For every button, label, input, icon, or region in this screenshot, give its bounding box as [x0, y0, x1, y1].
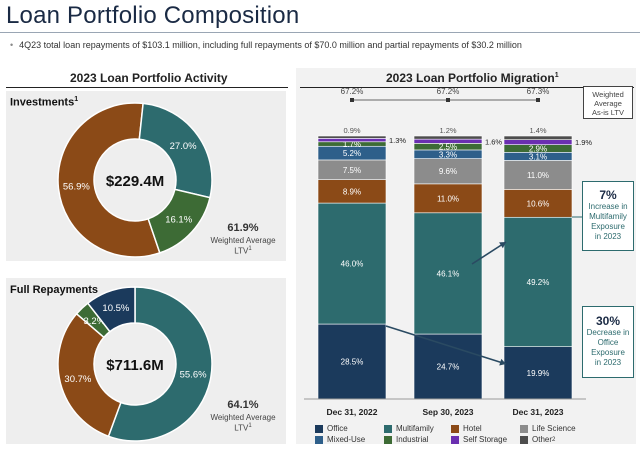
ltv-key-line-1: Weighted: [592, 90, 624, 99]
bar-label-multifamily: 46.0%: [341, 260, 364, 269]
bar-label-life-science: 9.6%: [439, 167, 457, 176]
bar-label-other: 0.9%: [343, 126, 360, 135]
bar-label-industrial: 2.5%: [439, 143, 457, 152]
bar-label-self-storage: 1.9%: [575, 138, 592, 147]
ltv-value-label: 67.2%: [437, 87, 460, 96]
bar-segment-other: [414, 136, 482, 139]
investments-ltv-value: 61.9%: [210, 222, 276, 234]
legend-item-life-science: Life Science: [520, 424, 576, 433]
slice-label-hotel: 27.0%: [170, 141, 197, 152]
office-callout-line-3: Exposure: [583, 348, 633, 358]
slice-label-multifamily: 56.9%: [63, 182, 90, 193]
bar-label-hotel: 8.9%: [343, 187, 361, 196]
ltv-key-line-2: Average: [594, 99, 622, 108]
activity-title-rule: [6, 87, 288, 88]
bar-segment-self-storage: [504, 140, 572, 145]
legend-item-office: Office: [315, 424, 348, 433]
bar-label-life-science: 7.5%: [343, 166, 361, 175]
investments-donut-chart: 56.9% 27.0% 16.1% $229.4M: [56, 101, 214, 259]
multifamily-callout: 7% Increase in Multifamily Exposure in 2…: [582, 181, 634, 251]
bar-label-self-storage: 1.6%: [485, 137, 502, 146]
legend-swatch-life-science: [520, 425, 528, 433]
legend-item-hotel: Hotel: [451, 424, 482, 433]
office-callout-line-4: in 2023: [583, 358, 633, 368]
bar-label-multifamily: 46.1%: [437, 269, 460, 278]
category-label: Dec 31, 2022: [326, 407, 377, 417]
ltv-key-line-3: As-is LTV: [592, 108, 624, 117]
legend-swatch-other: [520, 436, 528, 444]
office-callout: 30% Decrease in Office Exposure in 2023: [582, 306, 634, 378]
repayments-ltv-caption: Weighted Average LTV1: [203, 413, 283, 434]
legend-item-self-storage: Self Storage: [451, 435, 507, 444]
multifamily-callout-line-4: in 2023: [583, 232, 633, 242]
legend-swatch-hotel: [451, 425, 459, 433]
bar-segment-self-storage: [414, 139, 482, 143]
bar-segment-self-storage: [318, 138, 386, 141]
legend-item-other: Other 2: [520, 435, 555, 444]
bullet-dot-icon: •: [10, 40, 13, 50]
multifamily-callout-line-2: Multifamily: [583, 212, 633, 222]
bar-segment-other: [318, 136, 386, 138]
bar-label-mixed-use: 5.2%: [343, 149, 361, 158]
multifamily-callout-line-1: Increase in: [583, 202, 633, 212]
donut-center-total: $229.4M: [106, 173, 164, 190]
page-title: Loan Portfolio Composition: [6, 2, 299, 30]
migration-stacked-bar-chart: 67.2% 67.2% 67.3% 28.5% 46.0% 8.9% 7.5% 5.2%1.7…: [296, 86, 596, 420]
slice-label-industrial: 16.1%: [165, 215, 192, 226]
legend-item-mixed-use: Mixed-Use: [315, 435, 365, 444]
slice-label-hotel: 30.7%: [64, 374, 91, 385]
ltv-marker: [350, 98, 354, 102]
bar-label-hotel: 11.0%: [437, 194, 459, 203]
legend-item-multifamily: Multifamily: [384, 424, 434, 433]
bar-label-mixed-use: 3.1%: [529, 152, 547, 161]
summary-text: 4Q23 total loan repayments of $103.1 mil…: [19, 40, 522, 50]
bar-label-hotel: 10.6%: [527, 199, 550, 208]
ltv-value-label: 67.3%: [527, 87, 550, 96]
bar-segment-other: [504, 136, 572, 140]
legend-swatch-mixed-use: [315, 436, 323, 444]
legend-item-industrial: Industrial: [384, 435, 428, 444]
investments-ltv-caption: Weighted Average LTV1: [203, 236, 283, 257]
repayments-ltv-value: 64.1%: [210, 399, 276, 411]
office-callout-value: 30%: [583, 314, 633, 328]
repayments-donut-chart: 55.6% 30.7% 3.2% 10.5% $711.6M: [56, 285, 214, 443]
bar-label-multifamily: 49.2%: [527, 278, 550, 287]
bar-label-other: 1.2%: [439, 126, 456, 135]
legend-swatch-self-storage: [451, 436, 459, 444]
bar-label-other: 1.4%: [529, 126, 546, 135]
activity-title: 2023 Loan Portfolio Activity: [70, 71, 228, 85]
legend-swatch-industrial: [384, 436, 392, 444]
bar-label-office: 19.9%: [527, 369, 550, 378]
office-callout-line-1: Decrease in: [583, 328, 633, 338]
bar-label-self-storage: 1.3%: [389, 136, 406, 145]
bar-label-life-science: 11.0%: [527, 171, 549, 180]
bar-label-office: 28.5%: [341, 358, 364, 367]
migration-title: 2023 Loan Portfolio Migration1: [386, 71, 559, 85]
category-label: Sep 30, 2023: [422, 407, 473, 417]
summary-bullet: • 4Q23 total loan repayments of $103.1 mi…: [10, 40, 522, 50]
multifamily-callout-value: 7%: [583, 188, 633, 202]
category-label: Dec 31, 2023: [512, 407, 563, 417]
legend-swatch-multifamily: [384, 425, 392, 433]
title-divider: [0, 32, 640, 33]
slice-label-office: 10.5%: [102, 303, 129, 314]
multifamily-callout-line-3: Exposure: [583, 222, 633, 232]
ltv-marker: [536, 98, 540, 102]
legend-swatch-office: [315, 425, 323, 433]
donut-center-total: $711.6M: [106, 357, 164, 374]
slice-label-multifamily: 55.6%: [180, 369, 207, 380]
bar-label-office: 24.7%: [437, 363, 460, 372]
office-callout-line-2: Office: [583, 338, 633, 348]
ltv-value-label: 67.2%: [341, 87, 364, 96]
ltv-marker: [446, 98, 450, 102]
bar-label-industrial: 2.9%: [529, 144, 547, 153]
